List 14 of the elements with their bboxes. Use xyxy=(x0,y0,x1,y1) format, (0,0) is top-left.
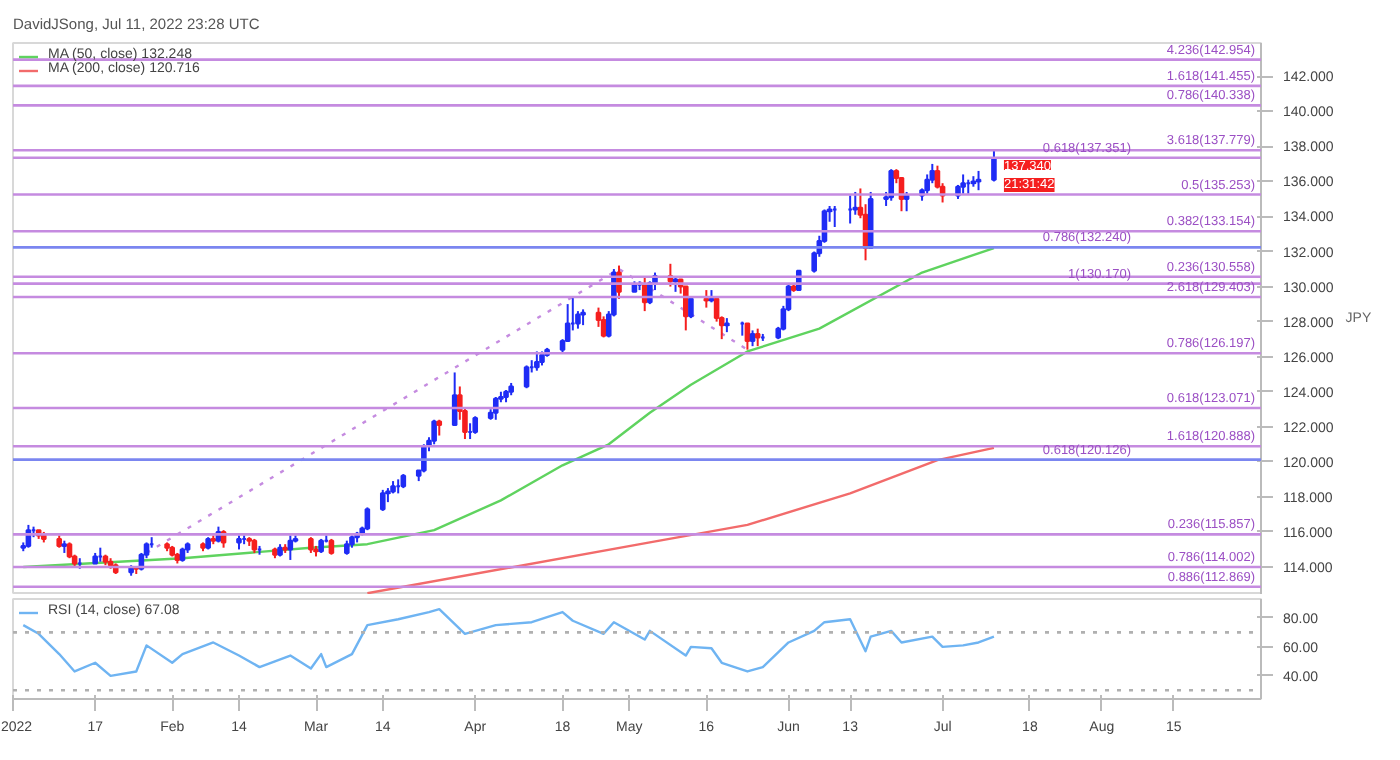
candlestick xyxy=(852,190,859,216)
line-series xyxy=(22,246,996,569)
candlestick xyxy=(888,168,895,202)
candlestick xyxy=(534,350,540,372)
line-series xyxy=(22,607,996,678)
candlestick xyxy=(523,364,530,390)
line-series xyxy=(366,446,996,594)
candlestick xyxy=(431,418,437,446)
candlestick xyxy=(379,488,386,512)
candlestick xyxy=(744,322,751,351)
candlestick xyxy=(960,173,966,195)
candlestick xyxy=(991,148,997,183)
candlestick xyxy=(929,162,936,185)
candlestick xyxy=(364,506,371,532)
